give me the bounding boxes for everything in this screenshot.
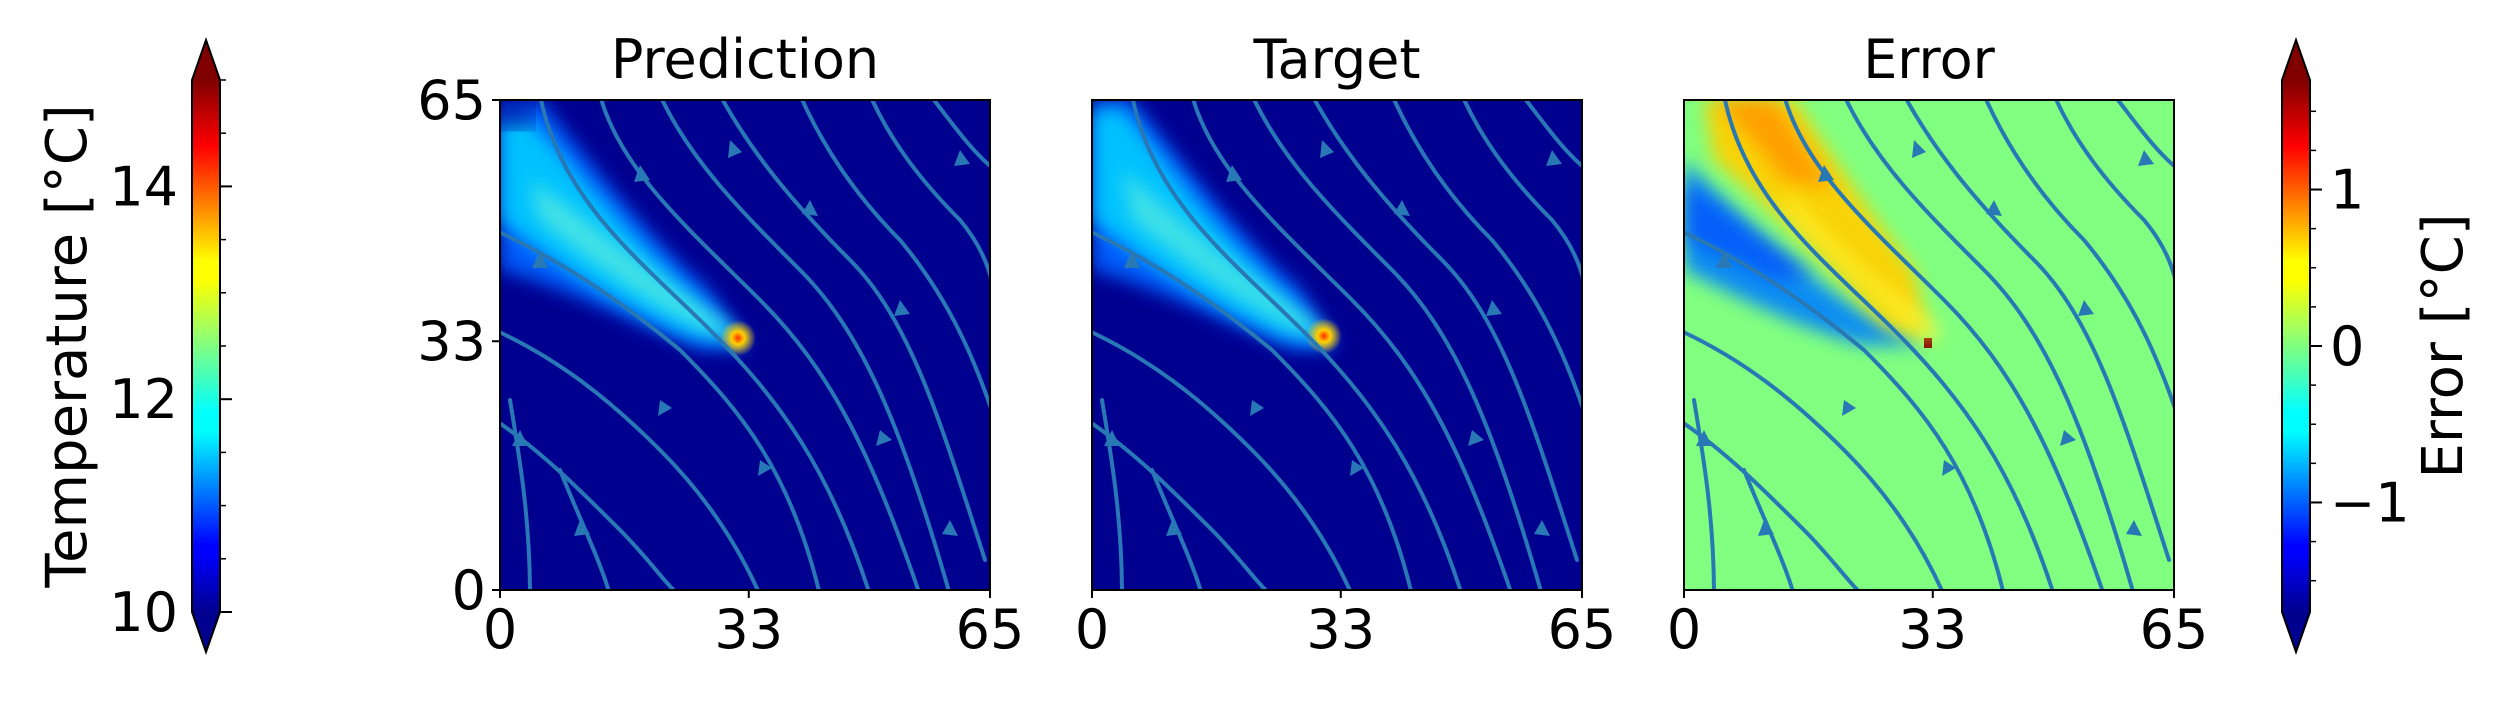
error-arrows <box>1696 140 2154 536</box>
error-panel: Error <box>1667 28 2209 661</box>
prediction-panel: Prediction <box>417 28 1024 661</box>
error-ticks: 0 33 65 <box>1667 590 2209 661</box>
target-streamlines <box>1092 100 1582 590</box>
x-tick-label: 65 <box>1548 598 1617 661</box>
x-tick-label: 65 <box>956 598 1025 661</box>
error-colorbar-label: Error [°C] <box>2411 213 2476 478</box>
x-tick-label: 33 <box>1898 598 1967 661</box>
target-arrows <box>1104 140 1562 536</box>
x-tick-label: 33 <box>1306 598 1375 661</box>
target-heatmap <box>1092 100 1582 590</box>
target-panel: Target <box>1075 28 1617 661</box>
y-tick-label: 0 <box>452 559 486 622</box>
target-plume <box>1092 100 1342 354</box>
target-ticks: 0 33 65 <box>1075 590 1617 661</box>
prediction-title: Prediction <box>611 28 879 91</box>
x-tick-label: 0 <box>483 598 517 661</box>
prediction-axes-frame <box>499 99 991 591</box>
prediction-heatmap <box>500 100 990 590</box>
error-colorbar-extend-bottom <box>2282 612 2310 652</box>
temperature-colorbar-ticks: 10 12 14 <box>109 79 232 644</box>
error-colorbar-ticks: −1 0 1 <box>2310 110 2410 582</box>
error-heatmap <box>1684 100 2174 590</box>
prediction-arrows <box>512 140 970 536</box>
error-streamlines <box>1684 100 2174 590</box>
x-tick-label: 33 <box>714 598 783 661</box>
target-axes-frame <box>1091 99 1583 591</box>
error-axes-frame <box>1683 99 2175 591</box>
colorbar-tick-label: 12 <box>109 368 178 431</box>
error-colorbar-extend-top <box>2282 40 2310 80</box>
colorbar-tick-label: 1 <box>2330 159 2364 222</box>
y-tick-label: 33 <box>417 310 486 373</box>
prediction-ticks: 0 33 65 0 33 65 <box>417 69 1024 661</box>
colorbar-tick-label: 14 <box>109 155 178 218</box>
colorbar-tick-label: −1 <box>2330 471 2410 534</box>
error-colorbar-outline <box>2281 36 2311 656</box>
temperature-colorbar-label: Temperature [°C] <box>35 104 100 588</box>
target-title: Target <box>1252 28 1420 91</box>
x-tick-label: 65 <box>2140 598 2209 661</box>
y-tick-label: 65 <box>417 69 486 132</box>
prediction-streamlines <box>500 100 990 590</box>
temperature-colorbar-extend-top <box>192 40 220 80</box>
x-tick-label: 0 <box>1075 598 1109 661</box>
temperature-colorbar-extend-bottom <box>192 612 220 652</box>
error-title: Error <box>1863 28 1995 91</box>
colorbar-tick-label: 10 <box>109 581 178 644</box>
temperature-colorbar: 10 12 14 Temperature [°C] <box>35 36 232 656</box>
x-tick-label: 0 <box>1667 598 1701 661</box>
colorbar-tick-label: 0 <box>2330 315 2364 378</box>
error-colorbar: −1 0 1 Error [°C] <box>2281 36 2476 656</box>
error-pattern <box>1684 100 1944 348</box>
error-colorbar-body <box>2282 80 2310 612</box>
temperature-colorbar-body <box>192 80 220 612</box>
